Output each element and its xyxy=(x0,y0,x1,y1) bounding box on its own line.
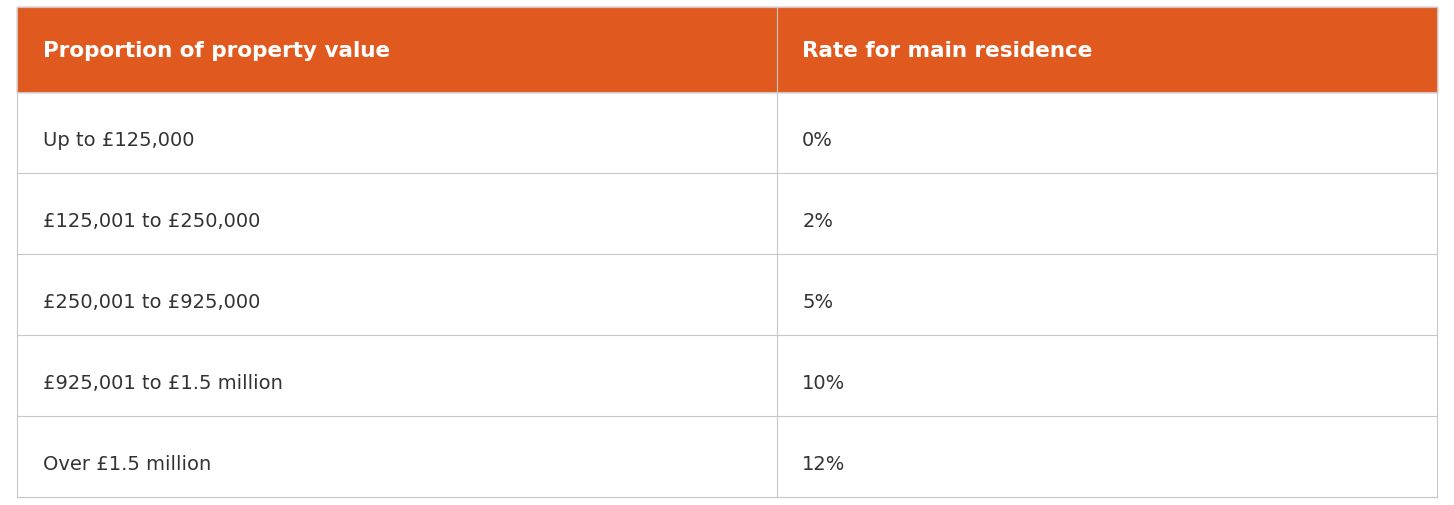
Bar xyxy=(17,336,1437,417)
Text: £250,001 to £925,000: £250,001 to £925,000 xyxy=(44,292,260,311)
Text: 12%: 12% xyxy=(803,454,846,473)
Text: 2%: 2% xyxy=(803,212,833,230)
Text: Rate for main residence: Rate for main residence xyxy=(803,40,1092,61)
Text: £125,001 to £250,000: £125,001 to £250,000 xyxy=(44,212,260,230)
Text: 5%: 5% xyxy=(803,292,833,311)
Text: Proportion of property value: Proportion of property value xyxy=(44,40,390,61)
Bar xyxy=(17,93,1437,174)
Bar xyxy=(17,255,1437,336)
Bar xyxy=(17,174,1437,255)
Text: £925,001 to £1.5 million: £925,001 to £1.5 million xyxy=(44,373,284,392)
Text: 0%: 0% xyxy=(803,131,833,149)
Text: 10%: 10% xyxy=(803,373,845,392)
Bar xyxy=(17,8,1437,93)
Bar xyxy=(17,417,1437,497)
Text: Up to £125,000: Up to £125,000 xyxy=(44,131,195,149)
Text: Over £1.5 million: Over £1.5 million xyxy=(44,454,211,473)
